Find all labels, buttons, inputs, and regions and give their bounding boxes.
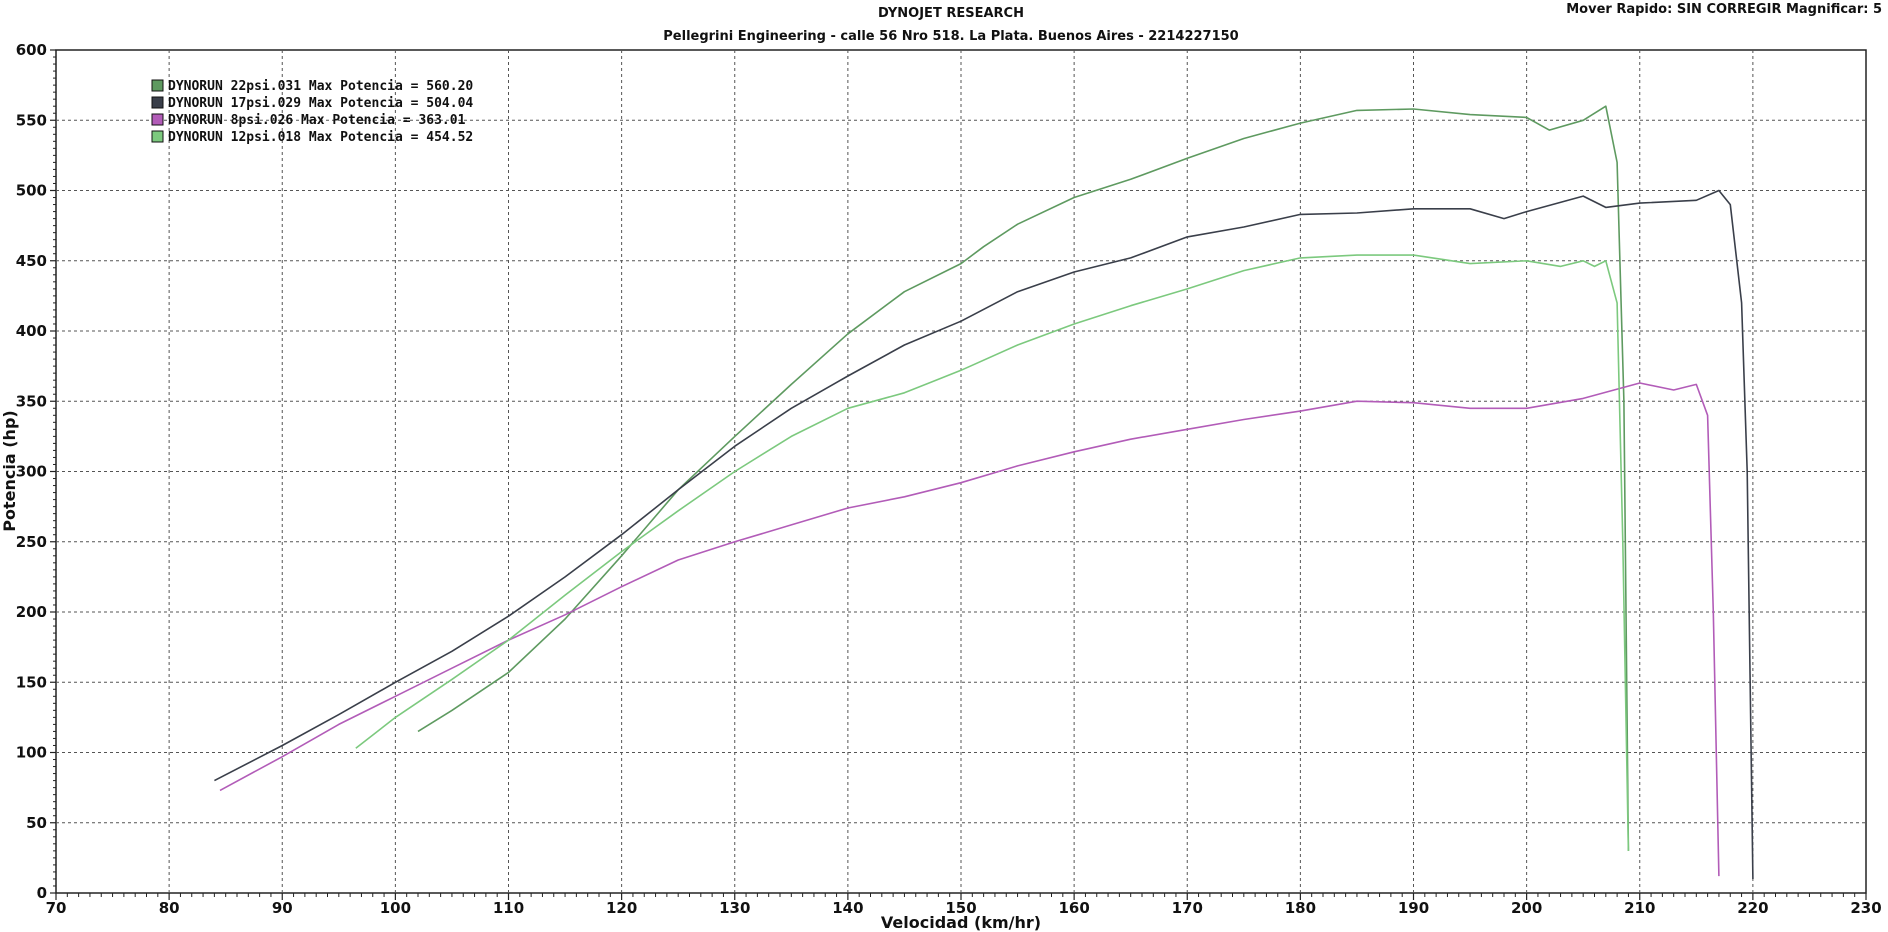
y-tick-label: 600	[16, 41, 47, 59]
y-tick-label: 550	[16, 111, 47, 129]
legend-label: DYNORUN 17psi.029 Max Potencia = 504.04	[168, 96, 473, 111]
x-tick-label: 130	[719, 899, 750, 917]
y-tick-label: 50	[26, 814, 47, 832]
x-tick-label: 150	[945, 899, 976, 917]
series-line-4	[355, 254, 1630, 851]
chart-subtitle: Pellegrini Engineering - calle 56 Nro 51…	[663, 29, 1238, 44]
series-line-2	[214, 189, 1754, 880]
x-tick-label: 100	[380, 899, 411, 917]
x-tick-label: 140	[832, 899, 863, 917]
y-axis-title: Potencia (hp)	[0, 410, 19, 531]
x-tick-label: 90	[272, 899, 293, 917]
x-axis-title: Velocidad (km/hr)	[881, 913, 1041, 932]
x-tick-label: 80	[159, 899, 180, 917]
status-readout: Mover Rapido: SIN CORREGIR Magnificar: 5	[1566, 2, 1882, 17]
y-tick-label: 300	[16, 463, 47, 481]
x-tick-label: 220	[1737, 899, 1768, 917]
legend-label: DYNORUN 22psi.031 Max Potencia = 560.20	[168, 79, 473, 94]
chart-title: DYNOJET RESEARCH	[878, 6, 1024, 21]
y-tick-label: 500	[16, 182, 47, 200]
series-line-1	[417, 105, 1630, 851]
legend-label: DYNORUN 12psi.018 Max Potencia = 454.52	[168, 130, 473, 145]
legend-swatch	[151, 130, 164, 143]
grid	[56, 50, 1866, 893]
x-tick-label: 120	[606, 899, 637, 917]
y-tick-label: 0	[37, 884, 47, 902]
y-tick-label: 200	[16, 603, 47, 621]
legend: DYNORUN 22psi.031 Max Potencia = 560.20 D…	[151, 79, 473, 145]
legend-swatch	[151, 79, 164, 92]
x-tick-label: 210	[1624, 899, 1655, 917]
y-tick-label: 100	[16, 744, 47, 762]
x-tick-label: 190	[1398, 899, 1429, 917]
legend-label: DYNORUN 8psi.026 Max Potencia = 363.01	[168, 113, 466, 128]
legend-swatch	[151, 96, 164, 109]
x-tick-label: 170	[1172, 899, 1203, 917]
y-axis-ticks: 0 50 100 150 200 250 300 350 400 450 500 550 600	[16, 41, 56, 902]
y-tick-label: 250	[16, 533, 47, 551]
y-tick-label: 350	[16, 392, 47, 410]
x-axis-ticks: 70 80 90 100 110 120 130 140 150 160 170 180 190 200 2…	[46, 893, 1882, 917]
y-tick-label: 150	[16, 673, 47, 691]
y-tick-label: 400	[16, 322, 47, 340]
x-tick-label: 160	[1058, 899, 1089, 917]
legend-swatch	[151, 113, 164, 126]
x-tick-label: 70	[46, 899, 67, 917]
y-tick-label: 450	[16, 252, 47, 270]
x-tick-label: 230	[1850, 899, 1881, 917]
series-lines	[214, 105, 1754, 880]
x-tick-label: 180	[1285, 899, 1316, 917]
x-tick-label: 110	[493, 899, 524, 917]
x-tick-label: 200	[1511, 899, 1542, 917]
